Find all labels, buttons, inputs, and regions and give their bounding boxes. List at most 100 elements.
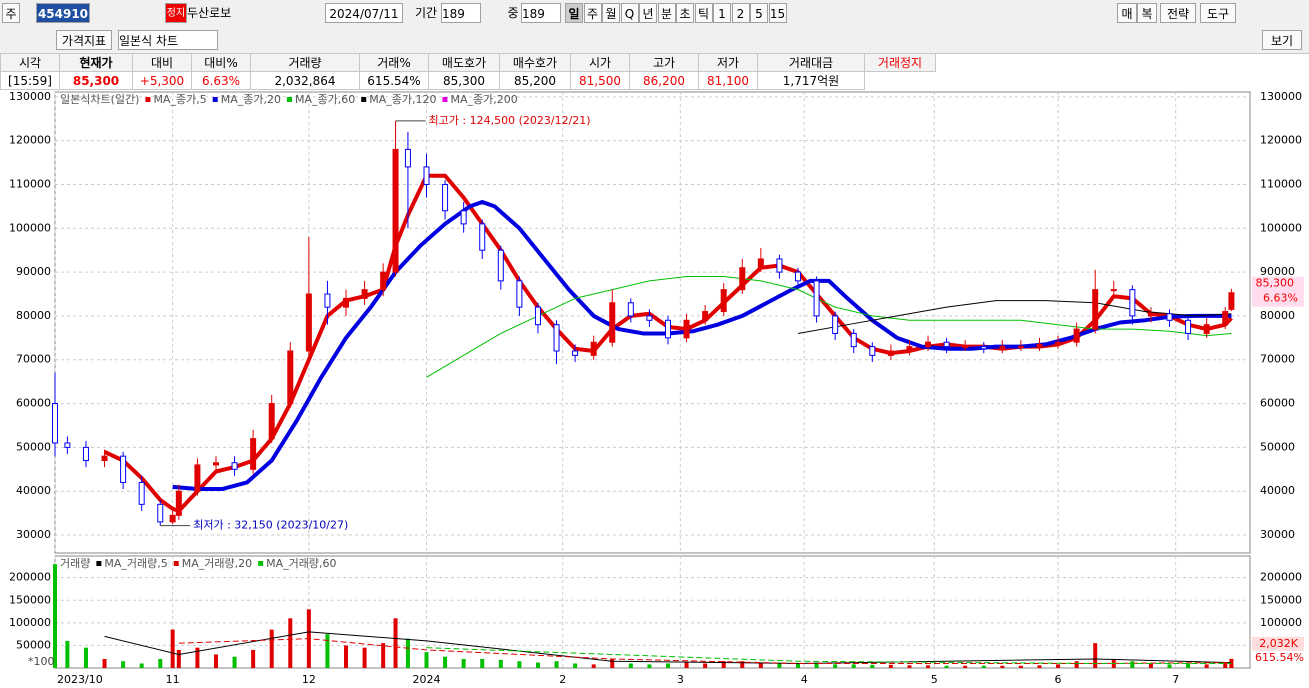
interval-button[interactable]: 틱 — [694, 3, 713, 23]
interval-button[interactable]: 5 — [750, 3, 768, 23]
candle-body — [702, 311, 709, 321]
period-field[interactable]: 189 — [441, 3, 481, 23]
interval-button[interactable]: 분 — [657, 3, 676, 23]
stock-code[interactable]: 454910 — [36, 3, 90, 23]
right-button[interactable]: 전략 — [1160, 3, 1196, 23]
right-button[interactable]: 매 — [1117, 3, 1137, 23]
interval-button[interactable]: 2 — [731, 3, 750, 23]
right-button[interactable]: 복 — [1137, 3, 1157, 23]
y-tick-label: 50000 — [16, 440, 51, 453]
unit-label: *100 — [28, 655, 55, 668]
volume-bar — [703, 663, 708, 668]
interval-button[interactable]: Q — [620, 3, 639, 23]
view-button[interactable]: 보기 — [1262, 30, 1302, 50]
candle-body — [231, 462, 238, 470]
interval-button[interactable]: 년 — [639, 3, 657, 23]
stock-name[interactable]: 두산로보 — [187, 6, 232, 20]
volume-bar — [517, 661, 522, 668]
candle-body — [324, 293, 331, 308]
quote-value-row: [15:59] 85,300 +5,300 6.63% 2,032,864 615.54%… — [0, 71, 936, 90]
candle-body — [813, 280, 820, 317]
volume-bar — [344, 645, 349, 668]
candle-body — [1017, 346, 1024, 349]
candle-body — [138, 481, 145, 505]
candle-body — [776, 258, 783, 273]
legend-swatch — [286, 97, 292, 102]
volume-bar — [158, 658, 163, 668]
candle-body — [250, 438, 257, 470]
quote-header: 거래대금 — [757, 53, 865, 72]
candle-body — [887, 350, 894, 356]
annotation-text: 최고가 : 124,500 (2023/12/21) — [429, 114, 591, 127]
legend-label: MA_종가,200 — [450, 93, 517, 106]
volume-bar — [665, 663, 670, 668]
right-button[interactable]: 도구 — [1200, 3, 1236, 23]
volume-bar — [1093, 643, 1098, 668]
candle-body — [534, 306, 541, 326]
candle-body — [795, 271, 802, 282]
candle-body — [157, 503, 164, 523]
volume-bar — [944, 665, 949, 668]
y-tick-label: 100000 — [9, 616, 51, 629]
interval-button[interactable]: 1 — [713, 3, 731, 23]
candle-body — [720, 289, 727, 313]
period-label[interactable]: 기간 — [414, 6, 438, 20]
candle-body — [175, 490, 182, 516]
candle-body — [1092, 289, 1099, 330]
volume-bar — [83, 647, 88, 668]
mid-label[interactable]: 중 — [507, 6, 519, 20]
legend-label: 일본식차트(일간) — [60, 92, 139, 106]
y2-tick-label: 80000 — [1260, 309, 1295, 322]
interval-button[interactable]: 월 — [602, 3, 620, 23]
quote-value: 615.54% — [359, 71, 429, 90]
volume-bar — [381, 643, 386, 668]
candle-body — [404, 148, 411, 168]
y2-tick-label: 110000 — [1260, 177, 1302, 190]
candle-body — [1036, 343, 1043, 348]
indicator-button[interactable]: 가격지표 — [56, 30, 112, 50]
volume-bar — [907, 665, 912, 668]
candle-body — [1228, 292, 1235, 310]
volume-bar — [1130, 661, 1135, 668]
quote-header: 매도호가 — [428, 53, 500, 72]
legend-label: 거래량 — [60, 557, 90, 570]
quote-value: 85,300 — [428, 71, 500, 90]
quote-value: 81,500 — [570, 71, 630, 90]
current-change: 6.63% — [1263, 292, 1298, 305]
interval-button[interactable]: 주 — [583, 3, 602, 23]
candle-body — [1073, 328, 1080, 343]
candle-body — [1166, 313, 1173, 321]
status-badge[interactable]: 정지 — [165, 3, 187, 23]
volume-bar — [740, 661, 745, 668]
volume-bar — [610, 658, 615, 668]
interval-button[interactable]: 일 — [565, 3, 583, 23]
interval-button[interactable]: 15 — [768, 3, 787, 23]
legend-swatch — [258, 561, 264, 566]
y-tick-label: 70000 — [16, 353, 51, 366]
interval-button[interactable]: 초 — [676, 3, 694, 23]
y2-tick-label: 100000 — [1260, 616, 1302, 629]
candle-body — [343, 297, 350, 308]
y2-tick-label: 150000 — [1260, 593, 1302, 606]
current-price: 85,300 — [1256, 277, 1295, 290]
chart-kind-select[interactable]: 일본식 차트 — [118, 30, 218, 50]
code-label[interactable]: 주 — [2, 3, 20, 23]
candle-body — [683, 319, 690, 339]
candle-body — [460, 210, 467, 225]
volume-bar — [1167, 664, 1172, 668]
y-tick-label: 80000 — [16, 309, 51, 322]
volume-bar — [926, 665, 931, 668]
candle-body — [120, 455, 127, 483]
mid-field[interactable]: 189 — [521, 3, 561, 23]
quote-header: 거래량 — [250, 53, 360, 72]
quote-header: 거래정지 — [864, 53, 936, 72]
volume-bar — [176, 649, 181, 668]
candle-body — [832, 315, 839, 334]
candle-body — [553, 324, 560, 352]
y-tick-label: 110000 — [9, 177, 51, 190]
legend-label: MA_종가,60 — [295, 93, 355, 106]
legend-swatch — [442, 97, 448, 102]
volume-bar — [393, 618, 398, 668]
date-field[interactable]: 2024/07/11 — [325, 3, 403, 23]
volume-bar — [554, 661, 559, 668]
